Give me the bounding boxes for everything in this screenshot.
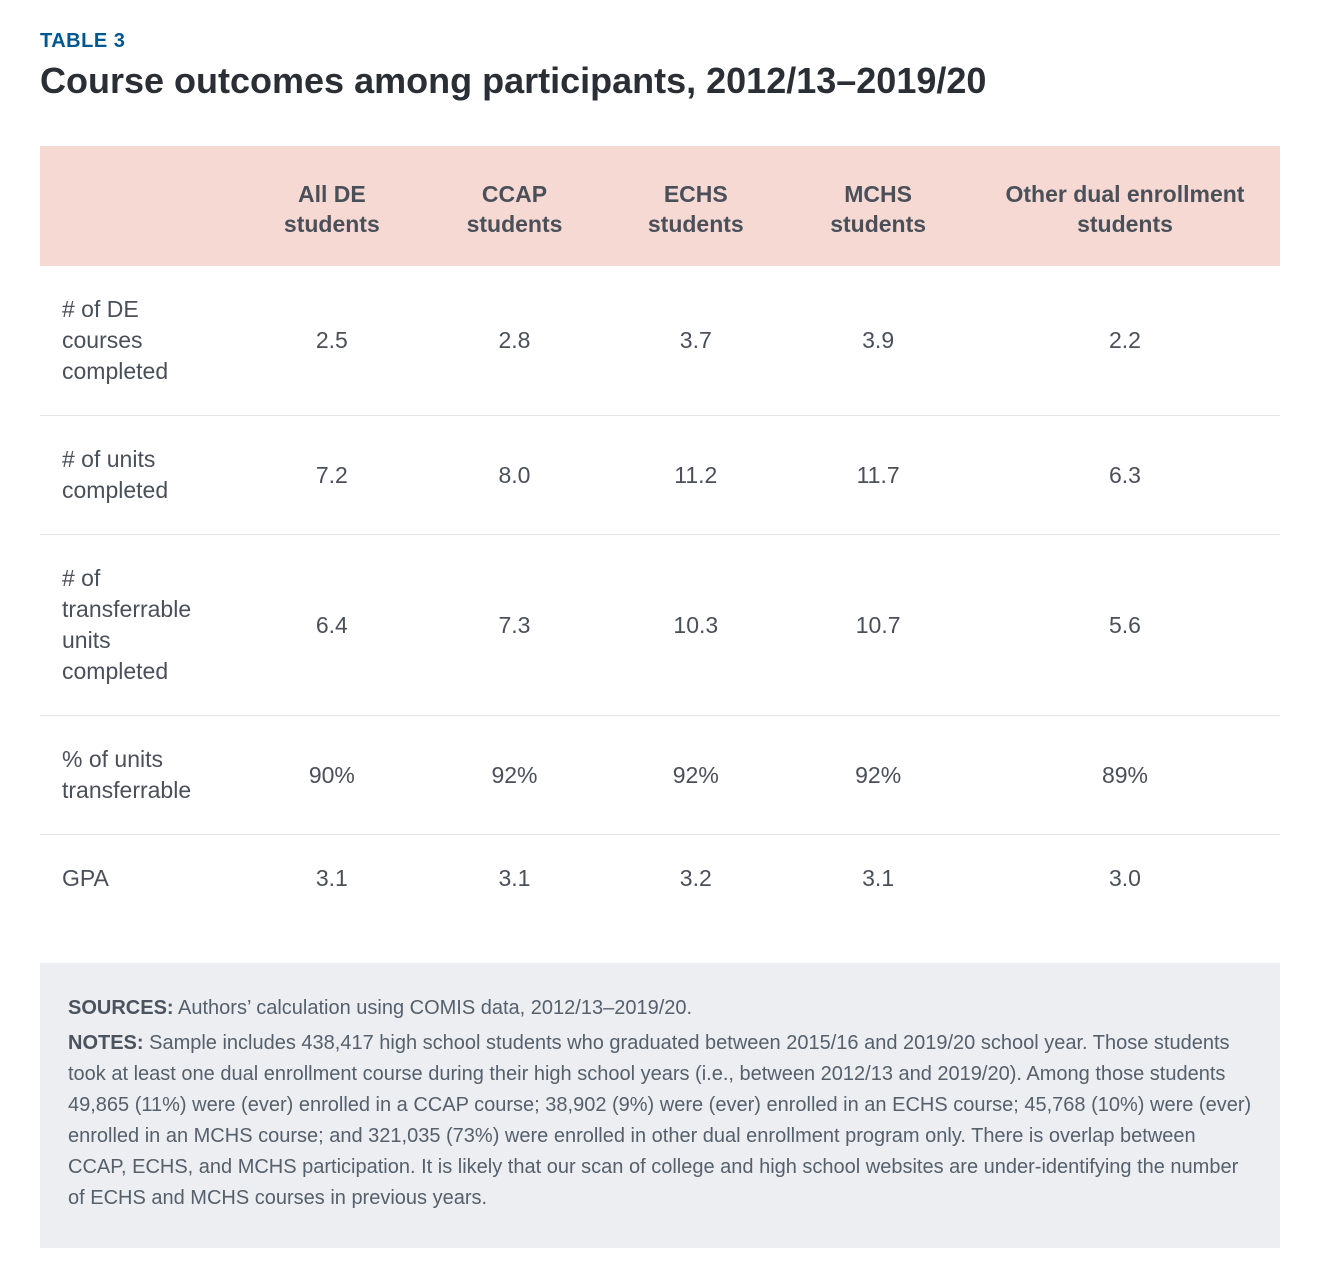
notes-label: NOTES: [68, 1032, 144, 1054]
table-title: Course outcomes among participants, 2012… [40, 59, 1280, 102]
cell: 8.0 [424, 416, 606, 535]
col-header-blank [40, 146, 240, 266]
table-row: # of transferrable units completed 6.4 7… [40, 535, 1280, 716]
cell: 3.1 [786, 835, 970, 923]
col-header-echs: ECHS students [605, 146, 786, 266]
cell: 90% [240, 716, 424, 835]
cell: 10.3 [605, 535, 786, 716]
sources-line: SOURCES: Authors’ calculation using COMI… [68, 993, 1252, 1024]
cell: 3.7 [605, 266, 786, 416]
cell: 7.3 [424, 535, 606, 716]
row-label: % of units transferrable [40, 716, 240, 835]
table-header-row: All DE students CCAP students ECHS stude… [40, 146, 1280, 266]
row-label: # of DE courses completed [40, 266, 240, 416]
cell: 2.5 [240, 266, 424, 416]
table-row: GPA 3.1 3.1 3.2 3.1 3.0 [40, 835, 1280, 923]
sources-label: SOURCES: [68, 997, 174, 1019]
cell: 3.0 [970, 835, 1280, 923]
cell: 6.3 [970, 416, 1280, 535]
sources-notes-box: SOURCES: Authors’ calculation using COMI… [40, 963, 1280, 1248]
cell: 3.2 [605, 835, 786, 923]
sources-text: Authors’ calculation using COMIS data, 2… [174, 997, 693, 1019]
row-label: # of units completed [40, 416, 240, 535]
cell: 7.2 [240, 416, 424, 535]
cell: 10.7 [786, 535, 970, 716]
table-row: # of units completed 7.2 8.0 11.2 11.7 6… [40, 416, 1280, 535]
cell: 92% [786, 716, 970, 835]
table-row: # of DE courses completed 2.5 2.8 3.7 3.… [40, 266, 1280, 416]
cell: 2.8 [424, 266, 606, 416]
cell: 3.1 [240, 835, 424, 923]
row-label: # of transferrable units completed [40, 535, 240, 716]
cell: 11.2 [605, 416, 786, 535]
notes-text: Sample includes 438,417 high school stud… [68, 1032, 1251, 1209]
table-row: % of units transferrable 90% 92% 92% 92%… [40, 716, 1280, 835]
cell: 3.9 [786, 266, 970, 416]
outcomes-table: All DE students CCAP students ECHS stude… [40, 146, 1280, 922]
notes-line: NOTES: Sample includes 438,417 high scho… [68, 1028, 1252, 1214]
cell: 5.6 [970, 535, 1280, 716]
cell: 3.1 [424, 835, 606, 923]
col-header-all-de: All DE students [240, 146, 424, 266]
cell: 6.4 [240, 535, 424, 716]
cell: 92% [424, 716, 606, 835]
cell: 92% [605, 716, 786, 835]
table-number-label: TABLE 3 [40, 30, 1280, 53]
cell: 11.7 [786, 416, 970, 535]
col-header-ccap: CCAP students [424, 146, 606, 266]
cell: 89% [970, 716, 1280, 835]
cell: 2.2 [970, 266, 1280, 416]
col-header-mchs: MCHS students [786, 146, 970, 266]
col-header-other: Other dual enrollment students [970, 146, 1280, 266]
row-label: GPA [40, 835, 240, 923]
